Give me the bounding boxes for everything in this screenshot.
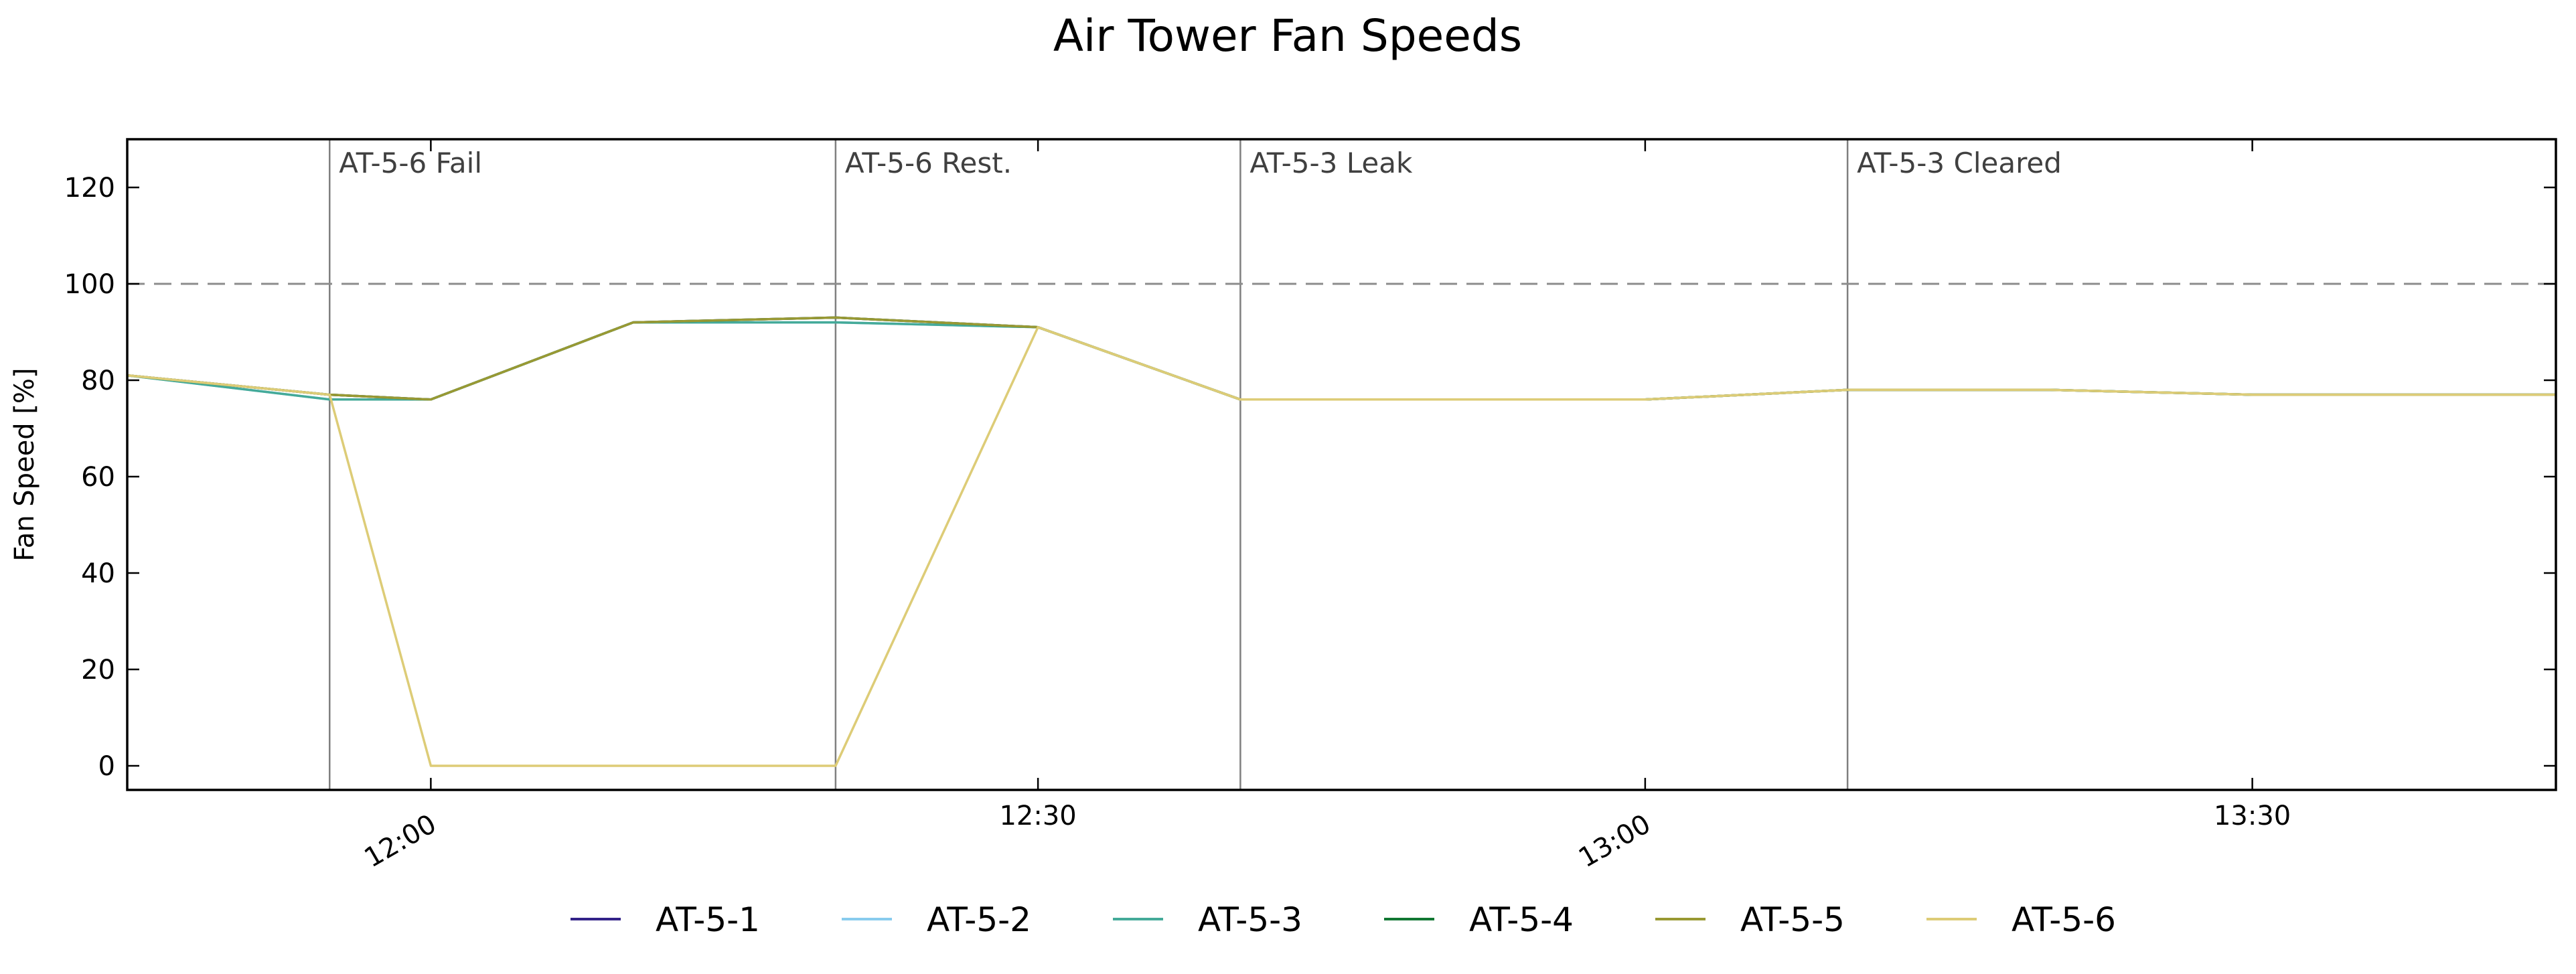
legend-label: AT-5-1 [656,900,760,939]
x-tick-label: 12:30 [999,801,1076,831]
chart-title: Air Tower Fan Speeds [1053,10,1522,62]
legend-label: AT-5-2 [927,900,1031,939]
x-tick-label: 12:00 [360,809,442,874]
legend-label: AT-5-5 [1740,900,1845,939]
plot-frame [126,138,2557,791]
event-label: AT-5-3 Leak [1249,147,1413,179]
y-tick-label: 80 [81,366,115,396]
event-label: AT-5-3 Cleared [1857,147,2062,179]
y-tick-label: 0 [98,751,115,782]
plot-area: AT-5-6 Fail AT-5-6 Rest. AT-5-3 Leak AT-5-3… [9,138,2557,874]
y-axis-label: Fan Speed [%] [9,368,40,561]
series-line-AT-5-6 [127,326,2556,767]
x-tick-label: 13:00 [1574,809,1656,874]
series-line-AT-5-3 [127,321,2556,401]
y-tick-label: 100 [64,269,115,300]
series-line-AT-5-1 [127,316,2556,401]
y-tick-label: 40 [81,558,115,589]
x-tick-label: 13:30 [2214,801,2291,831]
y-tick-label: 60 [81,462,115,493]
series-line-AT-5-5 [127,316,2556,401]
series-line-AT-5-4 [127,316,2556,401]
event-label: AT-5-6 Fail [339,147,482,179]
y-tick-label: 120 [64,173,115,204]
legend-label: AT-5-3 [1198,900,1302,939]
legend-label: AT-5-6 [2012,900,2116,939]
legend: AT-5-1 AT-5-2 AT-5-3 AT-5-4 AT-5-5 AT-5-6 [571,900,2116,939]
legend-label: AT-5-4 [1469,900,1574,939]
series-line-AT-5-2 [127,321,2556,401]
y-tick-label: 20 [81,655,115,685]
event-label: AT-5-6 Rest. [845,147,1012,179]
